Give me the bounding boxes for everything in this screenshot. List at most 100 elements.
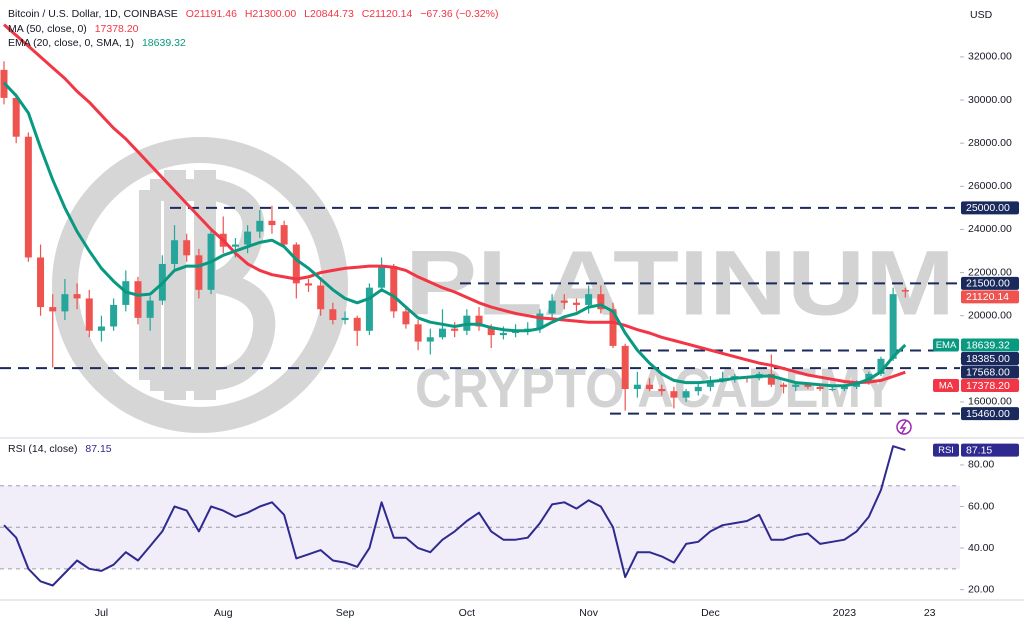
indicator-line bbox=[3, 23, 906, 385]
price-box-label: 17378.20 bbox=[966, 380, 1010, 392]
candle-body bbox=[183, 240, 191, 256]
candle-body bbox=[341, 317, 349, 321]
y-tick-label: 32000.00 bbox=[968, 51, 1012, 63]
candle-body bbox=[548, 300, 556, 314]
tag-box bbox=[933, 443, 959, 457]
candle-body bbox=[231, 244, 239, 247]
price-box bbox=[961, 407, 1019, 421]
symbol: Bitcoin / U.S. Dollar, 1D, COINBASE bbox=[8, 8, 178, 20]
candle-body bbox=[840, 386, 848, 390]
ohlc-close: C21120.14 bbox=[361, 8, 413, 20]
y-tick-label: 24000.00 bbox=[968, 223, 1012, 235]
candle-body bbox=[438, 328, 446, 338]
candle-body bbox=[61, 294, 69, 312]
candle-body bbox=[621, 345, 629, 390]
candle-body bbox=[804, 384, 812, 387]
y-tick-label: 40.00 bbox=[968, 542, 994, 554]
legend-rsi: RSI (14, close) 87.15 bbox=[8, 443, 117, 455]
candle-body bbox=[792, 384, 800, 387]
legend-name: EMA (20, close, 0, SMA, 1) bbox=[8, 37, 135, 49]
candle-body bbox=[85, 298, 93, 331]
candle-body bbox=[633, 384, 641, 390]
candle-body bbox=[171, 240, 179, 264]
x-tick-label: Oct bbox=[459, 607, 475, 619]
price-box bbox=[961, 379, 1019, 393]
y-tick-label: 28000.00 bbox=[968, 137, 1012, 149]
y-tick-label: 60.00 bbox=[968, 500, 994, 512]
y-tick-label: 26000.00 bbox=[968, 180, 1012, 192]
ohlc-change: −67.36 (−0.32%) bbox=[420, 8, 499, 20]
price-box bbox=[961, 201, 1019, 215]
candle-body bbox=[256, 220, 264, 232]
candle-body bbox=[402, 311, 410, 325]
header-line: Bitcoin / U.S. Dollar, 1D, COINBASE O211… bbox=[8, 8, 503, 20]
candle-body bbox=[24, 136, 32, 258]
candle-body bbox=[475, 315, 483, 327]
candle-body bbox=[767, 373, 775, 385]
tag-box bbox=[933, 379, 959, 393]
candle-body bbox=[694, 386, 702, 392]
legend-value: 18639.32 bbox=[141, 37, 186, 49]
candle-body bbox=[268, 220, 276, 226]
price-box-label: 25000.00 bbox=[966, 202, 1010, 214]
legend-name: RSI (14, close) bbox=[8, 443, 78, 455]
candle-body bbox=[889, 294, 897, 359]
tag-label: EMA bbox=[936, 340, 957, 351]
currency-label: USD bbox=[970, 9, 993, 21]
candle-body bbox=[97, 326, 105, 331]
legend-ema: EMA (20, close, 0, SMA, 1) 18639.32 bbox=[8, 37, 191, 49]
candle-body bbox=[901, 290, 909, 292]
ohlc-open: O21191.46 bbox=[185, 8, 237, 20]
candle-body bbox=[585, 294, 593, 305]
legend-ma: MA (50, close, 0) 17378.20 bbox=[8, 23, 144, 35]
price-box bbox=[961, 290, 1019, 304]
candle-body bbox=[646, 384, 654, 390]
candle-body bbox=[73, 294, 81, 299]
legend-value: 17378.20 bbox=[94, 23, 139, 35]
candle-body bbox=[572, 302, 580, 305]
x-tick-label: Aug bbox=[214, 607, 233, 619]
y-tick-label: 20.00 bbox=[968, 583, 994, 595]
price-box-label: 15460.00 bbox=[966, 408, 1010, 420]
x-tick-label: 2023 bbox=[833, 607, 857, 619]
price-box bbox=[961, 338, 1019, 352]
price-box-label: 21500.00 bbox=[966, 278, 1010, 290]
candle-body bbox=[609, 309, 617, 346]
price-box-label: 17568.00 bbox=[966, 366, 1010, 378]
candle-body bbox=[670, 391, 678, 398]
ohlc-high: H21300.00 bbox=[244, 8, 297, 20]
candle-body bbox=[12, 97, 20, 137]
x-tick-label: Nov bbox=[579, 607, 598, 619]
candle-body bbox=[560, 300, 568, 303]
candle-body bbox=[353, 317, 361, 331]
y-tick-label: 22000.00 bbox=[968, 266, 1012, 278]
price-box-label: 21120.14 bbox=[966, 291, 1009, 303]
price-box-label: 18385.00 bbox=[966, 353, 1010, 365]
alert-bolt bbox=[899, 420, 907, 434]
x-tick-label: Jul bbox=[95, 607, 108, 619]
candle-body bbox=[134, 281, 142, 318]
candle-body bbox=[426, 337, 434, 342]
legend-value: 87.15 bbox=[85, 443, 112, 455]
price-box-label: 18639.32 bbox=[966, 339, 1010, 351]
y-tick-label: 30000.00 bbox=[968, 94, 1012, 106]
candle-body bbox=[877, 358, 885, 374]
candle-body bbox=[378, 266, 386, 288]
y-tick-label: 20000.00 bbox=[968, 309, 1012, 321]
y-tick-label: 16000.00 bbox=[968, 396, 1012, 408]
tag-label: RSI bbox=[938, 445, 954, 456]
candle-body bbox=[244, 231, 252, 245]
candle-body bbox=[451, 328, 459, 331]
alert-circle bbox=[896, 419, 912, 435]
legend-name: MA (50, close, 0) bbox=[8, 23, 87, 35]
x-tick-label: Dec bbox=[701, 607, 720, 619]
x-tick-label: Sep bbox=[336, 607, 355, 619]
price-box bbox=[961, 365, 1019, 379]
candle-body bbox=[536, 313, 544, 329]
candle-body bbox=[292, 244, 300, 284]
candle-body bbox=[365, 287, 373, 331]
rsi-line bbox=[3, 445, 906, 587]
candle-body bbox=[706, 380, 714, 387]
